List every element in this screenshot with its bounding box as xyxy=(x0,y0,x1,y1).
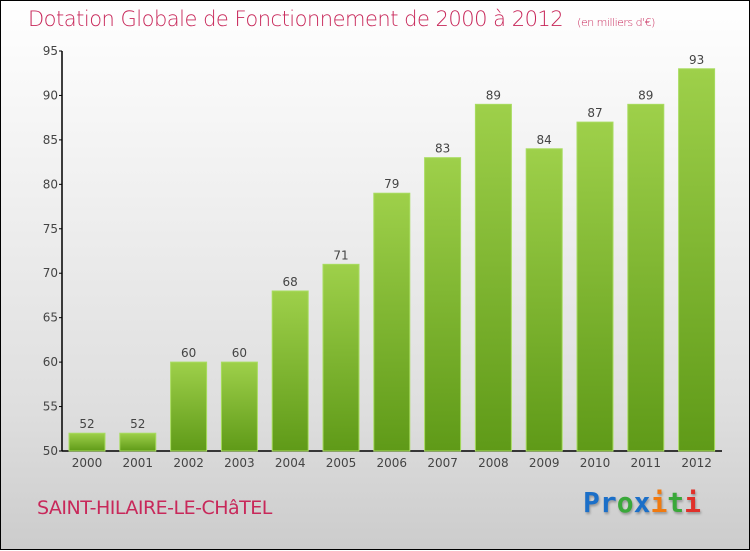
data-label: 84 xyxy=(537,133,552,147)
x-tick-label: 2010 xyxy=(580,456,611,470)
bar-2007 xyxy=(424,157,462,452)
data-label: 79 xyxy=(384,177,399,191)
chart-title: Dotation Globale de Fonctionnement de 20… xyxy=(28,7,655,31)
bar-2005 xyxy=(322,263,360,452)
bar-2006 xyxy=(373,192,411,452)
data-label: 60 xyxy=(181,346,196,360)
bar-2001 xyxy=(119,432,157,452)
proxiti-logo: Proxiti xyxy=(583,486,702,519)
x-tick-label: 2012 xyxy=(681,456,712,470)
y-tick-label: 50 xyxy=(43,444,58,458)
y-tick-label: 70 xyxy=(43,266,58,280)
x-tick-label: 2008 xyxy=(478,456,509,470)
data-label: 83 xyxy=(435,142,450,156)
bar-2012 xyxy=(678,68,716,452)
title-text: Dotation Globale de Fonctionnement de 20… xyxy=(28,7,564,31)
y-tick-label: 75 xyxy=(43,222,58,236)
x-tick-label: 2000 xyxy=(72,456,103,470)
y-tick-label: 90 xyxy=(43,88,58,102)
x-tick-label: 2007 xyxy=(427,456,458,470)
y-tick-label: 80 xyxy=(43,177,58,191)
y-tick-label: 95 xyxy=(43,44,58,58)
x-tick-label: 2001 xyxy=(123,456,154,470)
data-label: 89 xyxy=(638,88,653,102)
data-label: 89 xyxy=(486,88,501,102)
data-label: 60 xyxy=(232,346,247,360)
bar-2008 xyxy=(474,103,512,452)
x-tick-label: 2002 xyxy=(173,456,204,470)
bar-2009 xyxy=(525,148,563,452)
bar-2004 xyxy=(271,290,309,452)
data-label: 93 xyxy=(689,53,704,67)
data-label: 52 xyxy=(79,417,94,431)
data-label: 52 xyxy=(130,417,145,431)
x-tick-label: 2004 xyxy=(275,456,306,470)
bar-2003 xyxy=(220,361,258,452)
x-tick-label: 2011 xyxy=(631,456,662,470)
x-tick-label: 2005 xyxy=(326,456,357,470)
bar-2010 xyxy=(576,121,614,452)
y-tick-label: 85 xyxy=(43,133,58,147)
bar-2002 xyxy=(170,361,208,452)
unit-label: (en milliers d'€) xyxy=(577,16,655,29)
y-tick-label: 65 xyxy=(43,311,58,325)
x-tick-label: 2003 xyxy=(224,456,255,470)
bar-2011 xyxy=(627,103,665,452)
bar-2000 xyxy=(68,432,106,452)
x-tick-label: 2006 xyxy=(377,456,408,470)
y-tick-label: 60 xyxy=(43,355,58,369)
data-label: 68 xyxy=(283,275,298,289)
data-label: 71 xyxy=(333,248,348,262)
data-label: 87 xyxy=(587,106,602,120)
y-tick-label: 55 xyxy=(43,400,58,414)
city-name: SAINT-HILAIRE-LE-CHâTEL xyxy=(37,497,272,519)
x-tick-label: 2009 xyxy=(529,456,560,470)
